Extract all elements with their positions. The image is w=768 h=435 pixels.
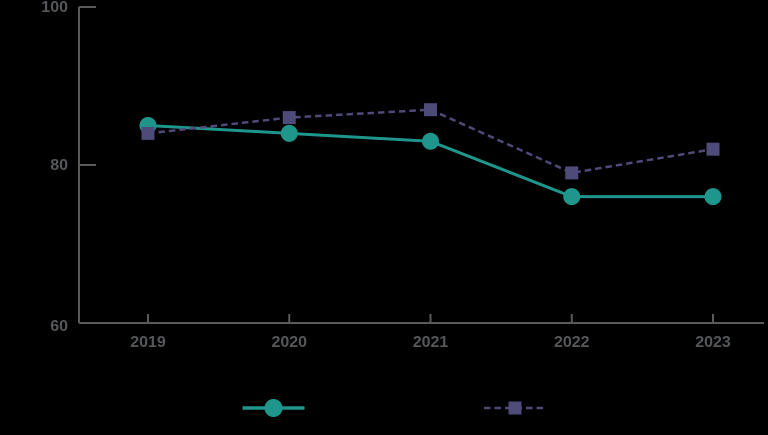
data-point-teal_series bbox=[563, 188, 581, 206]
data-point-teal_series bbox=[704, 188, 722, 206]
x-tick-label: 2019 bbox=[130, 334, 166, 351]
y-tick-label: 80 bbox=[50, 157, 68, 174]
data-point-teal_series bbox=[422, 132, 439, 150]
data-point-purple_series bbox=[282, 111, 296, 125]
data-point-purple_series bbox=[706, 142, 720, 156]
y-tick-label: 60 bbox=[50, 318, 68, 335]
x-tick-label: 2022 bbox=[554, 334, 590, 351]
y-tick-label: 100 bbox=[41, 0, 68, 16]
data-point-purple_series bbox=[424, 103, 437, 117]
data-point-purple_series bbox=[565, 166, 579, 180]
x-tick-label: 2021 bbox=[413, 334, 449, 351]
x-tick-label: 2023 bbox=[695, 334, 731, 351]
x-tick-label: 2020 bbox=[271, 334, 307, 351]
data-point-purple_series bbox=[141, 126, 155, 140]
legend-marker-teal_series bbox=[264, 399, 283, 417]
data-point-teal_series bbox=[280, 124, 298, 142]
legend-marker-purple_series bbox=[508, 401, 522, 415]
